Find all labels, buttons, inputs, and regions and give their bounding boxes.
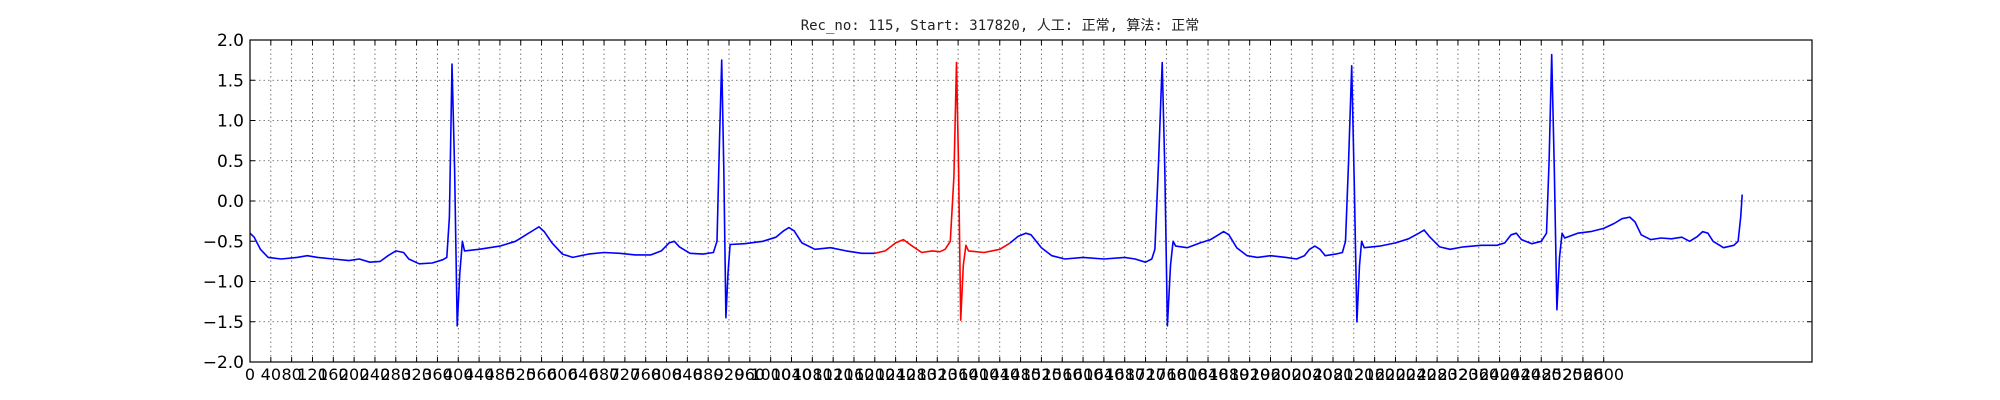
x-tick-label: 1640 [1084,365,1125,384]
grid-layer [249,39,1812,363]
x-tick-label: 2400 [1479,365,1520,384]
x-tick-label: 520 [505,365,536,384]
x-tick-label: 1040 [771,365,812,384]
x-tick-label: 2040 [1292,365,1333,384]
x-tick-label: 0 [245,365,255,384]
x-tick-label: 360 [422,365,453,384]
x-axis: 0 40 8012016020024028032036040044048052056… [245,40,1624,384]
x-tick-label: 1960 [1250,365,1291,384]
x-tick-label: 920 [714,365,745,384]
x-tick-label: 240 [360,365,391,384]
y-tick-label: −0.5 [203,232,244,252]
x-tick-label: 1680 [1104,365,1145,384]
x-tick-label: 2360 [1458,365,1499,384]
x-tick-label: 1880 [1208,365,1249,384]
x-tick-label: 80 [281,365,301,384]
x-tick-label: 320 [401,365,432,384]
x-tick-label: 1240 [875,365,916,384]
x-tick-label: 1360 [938,365,979,384]
x-tick-label: 440 [464,365,495,384]
x-tick-label: 1600 [1063,365,1104,384]
x-tick-label: 1920 [1229,365,1270,384]
x-tick-label: 640 [568,365,599,384]
x-tick-label: 1160 [834,365,875,384]
x-tick-label: 1520 [1021,365,1062,384]
x-tick-label: 280 [381,365,412,384]
x-tick-label: 2280 [1417,365,1458,384]
ecg-trace-normal [1009,53,1743,327]
y-tick-label: 1.0 [217,112,244,132]
y-tick-label: −2.0 [203,353,244,373]
y-axis: 2.0 1.5 1.0 0.5 0.0 −0.5 −1.0 −1.5 −2.0 [203,31,1812,373]
x-tick-label: 760 [630,365,661,384]
x-tick-label: 1760 [1146,365,1187,384]
x-tick-label: 2480 [1521,365,1562,384]
x-tick-label: 1720 [1125,365,1166,384]
ecg-trace-highlight [874,61,1011,321]
x-tick-label: 200 [339,365,370,384]
x-tick-label: 600 [547,365,578,384]
y-tick-label: 2.0 [217,31,244,51]
x-tick-label: 2440 [1500,365,1541,384]
x-tick-label: 800 [651,365,682,384]
x-tick-label: 2320 [1438,365,1479,384]
x-tick-label: 1200 [854,365,895,384]
x-tick-label: 2520 [1542,365,1583,384]
ecg-trace [249,53,1743,327]
x-tick-label: 2600 [1583,365,1624,384]
x-tick-label: 2160 [1354,365,1395,384]
x-tick-label: 840 [672,365,703,384]
y-tick-label: −1.5 [203,313,244,333]
y-tick-label: −1.0 [203,273,244,293]
y-tick-label: 1.5 [217,71,244,91]
x-tick-label: 1120 [813,365,854,384]
x-tick-label: 1080 [792,365,833,384]
x-tick-label: 2560 [1563,365,1604,384]
x-tick-label: 1840 [1188,365,1229,384]
x-tick-label: 680 [589,365,620,384]
x-tick-label: 160 [318,365,349,384]
x-tick-label: 400 [443,365,474,384]
x-tick-label: 1280 [896,365,937,384]
x-tick-label: 560 [526,365,557,384]
y-tick-label: 0.0 [217,192,244,212]
x-tick-label: 2200 [1375,365,1416,384]
x-tick-label: 1000 [750,365,791,384]
x-tick-label: 2000 [1271,365,1312,384]
x-tick-label: 120 [297,365,328,384]
x-tick-label: 480 [485,365,516,384]
x-tick-label: 960 [735,365,766,384]
ecg-trace-normal [249,59,875,327]
y-tick-label: 0.5 [217,152,244,172]
x-tick-label: 1400 [959,365,1000,384]
x-tick-label: 1320 [917,365,958,384]
x-tick-label: 1440 [979,365,1020,384]
x-tick-label: 40 [261,365,281,384]
x-tick-label: 1480 [1000,365,1041,384]
x-tick-label: 880 [693,365,724,384]
x-tick-label: 2120 [1333,365,1374,384]
chart-title: Rec_no: 115, Start: 317820, 人工: 正常, 算法: … [801,18,1200,34]
x-tick-label: 720 [610,365,641,384]
x-tick-label: 2240 [1396,365,1437,384]
x-tick-label: 1800 [1167,365,1208,384]
x-tick-label: 2080 [1313,365,1354,384]
x-tick-label: 1560 [1042,365,1083,384]
